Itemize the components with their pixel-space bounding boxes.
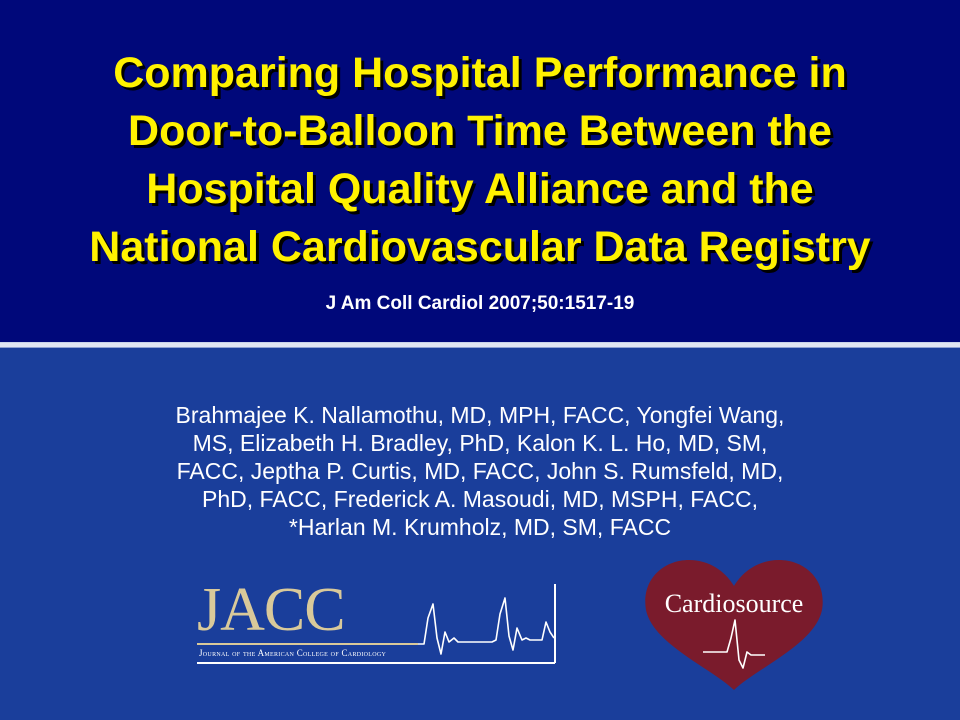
title-line: Door-to-Balloon Time Between the: [128, 107, 832, 155]
author-line: Brahmajee K. Nallamothu, MD, MPH, FACC, …: [175, 402, 785, 428]
jacc-wordmark: JACC: [197, 576, 346, 644]
author-list: Brahmajee K. Nallamothu, MD, MPH, FACC, …: [70, 401, 890, 541]
header-band: [0, 0, 960, 342]
author-line: *Harlan M. Krumholz, MD, SM, FACC: [288, 514, 672, 540]
jacc-logo: JACC Journal of the American College of …: [192, 578, 558, 666]
ekg-trace-icon: [197, 584, 556, 664]
title-line: Comparing Hospital Performance in: [113, 49, 847, 97]
title-line: Hospital Quality Alliance and the: [146, 165, 814, 213]
author-line: MS, Elizabeth H. Bradley, PhD, Kalon K. …: [192, 430, 768, 456]
heart-ekg-icon: [645, 560, 823, 690]
cardiosource-logo: Cardiosource: [641, 556, 827, 696]
jacc-subtitle: Journal of the American College of Cardi…: [199, 648, 387, 658]
author-line: PhD, FACC, Frederick A. Masoudi, MD, MSP…: [202, 486, 758, 512]
journal-citation: J Am Coll Cardiol 2007;50:1517-19: [325, 293, 635, 314]
cardiosource-wordmark: Cardiosource: [664, 589, 804, 618]
slide-title: Comparing Hospital Performance in Door-t…: [20, 44, 940, 276]
author-line: FACC, Jeptha P. Curtis, MD, FACC, John S…: [176, 458, 784, 484]
title-line: National Cardiovascular Data Registry: [89, 223, 871, 271]
header-divider: [0, 342, 960, 348]
